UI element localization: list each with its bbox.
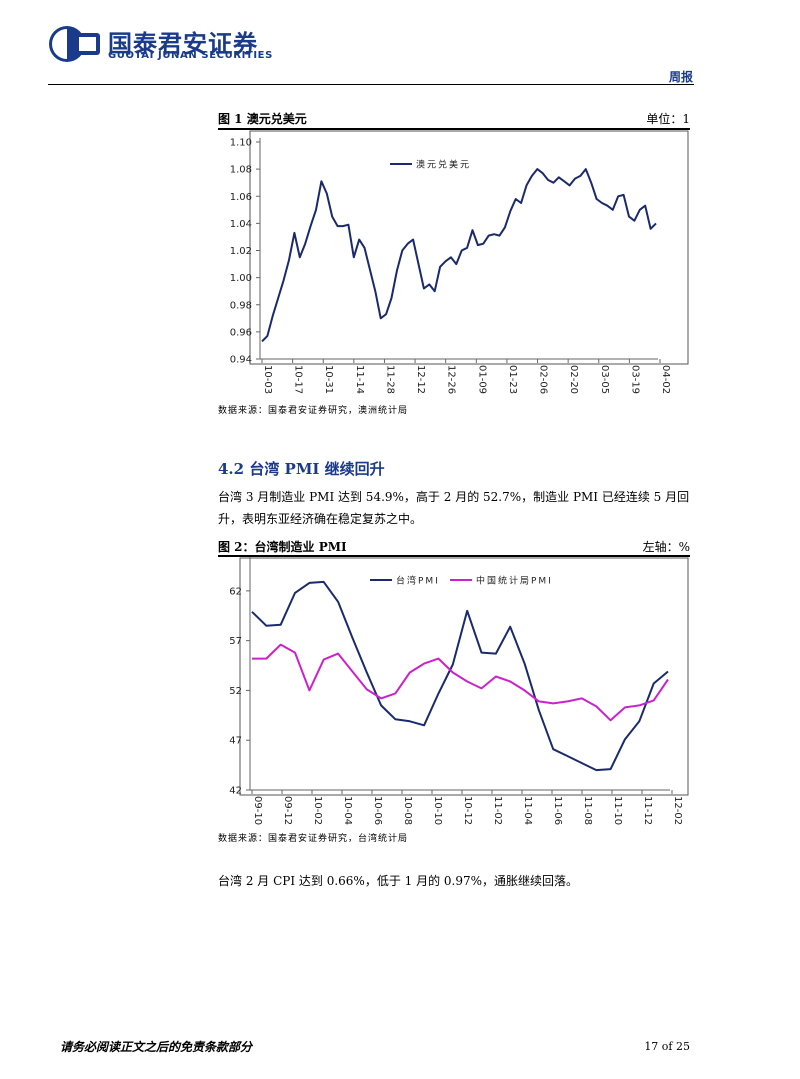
chart-frame: [249, 130, 689, 365]
y-tick-label: 57: [229, 636, 242, 647]
x-tick-label: 10-31: [323, 365, 334, 394]
x-tick-label: 09-10: [252, 796, 263, 825]
y-tick-label: 52: [229, 686, 242, 697]
disclaimer-note: 请务必阅读正文之后的免责条款部分: [60, 1040, 253, 1054]
x-tick-label: 12-12: [415, 365, 426, 394]
y-tick-label: 1.06: [230, 192, 252, 203]
y-tick-label: 1.02: [230, 246, 252, 257]
x-tick-label: 10-12: [462, 796, 473, 825]
x-tick-label: 10-08: [402, 796, 413, 825]
figure2-chart: 42 47 52 57 62 09-10 09-12 10-02 10-04 10-06 10-08…: [229, 557, 689, 825]
x-tick-label: 01-09: [476, 365, 487, 394]
legend-label: 台湾PMI: [396, 575, 440, 587]
brand-name-cn: 国泰君安证券: [108, 30, 258, 58]
section-paragraph: 台湾 3 月制造业 PMI 达到 54.9%，高于 2 月的 52.7%，制造业…: [218, 490, 690, 526]
x-tick-label: 10-06: [372, 796, 383, 825]
x-tick-label: 02-06: [538, 365, 549, 394]
figure1-rule: [218, 128, 690, 130]
y-tick-label: 0.94: [230, 355, 252, 366]
x-tick-label: 11-10: [612, 796, 623, 825]
x-tick-label: 10-02: [312, 796, 323, 825]
y-tick-label: 47: [229, 736, 242, 747]
section-title: 4.2 台湾 PMI 继续回升: [218, 460, 385, 478]
chart-frame: [239, 557, 689, 796]
figure1-title: 图 1 澳元兑美元: [218, 112, 307, 126]
x-tick-label: 12-26: [446, 365, 457, 394]
figure2-rule: [218, 555, 690, 557]
x-tick-label: 12-02: [672, 796, 683, 825]
x-tick-label: 03-05: [599, 365, 610, 394]
page-number: 17 of 25: [644, 1040, 690, 1053]
x-tick-label: 09-12: [282, 796, 293, 825]
y-tick-label: 1.00: [230, 273, 252, 284]
x-tick-label: 02-20: [568, 365, 579, 394]
y-tick-label: 62: [229, 586, 242, 597]
cpi-paragraph: 台湾 2 月 CPI 达到 0.66%，低于 1 月的 0.97%，通胀继续回落…: [218, 874, 579, 888]
company-logo: [49, 26, 100, 62]
x-tick-label: 11-12: [642, 796, 653, 825]
x-tick-label: 11-02: [492, 796, 503, 825]
report-type-label: 周报: [668, 70, 693, 84]
x-tick-label: 01-23: [507, 365, 518, 394]
x-tick-label: 10-04: [342, 796, 353, 825]
x-tick-label: 11-08: [582, 796, 593, 825]
header-divider: [48, 84, 694, 85]
x-tick-label: 11-28: [384, 365, 395, 394]
y-tick-label: 1.04: [230, 219, 252, 230]
series-line: [252, 643, 669, 722]
x-tick-label: 10-10: [432, 796, 443, 825]
x-tick-label: 11-04: [522, 796, 533, 825]
legend-label: 澳元兑美元: [416, 159, 471, 171]
figure2-unit: 左轴：%: [642, 540, 690, 554]
x-tick-label: 03-19: [629, 365, 640, 394]
y-tick-label: 0.96: [230, 327, 252, 338]
brand-name-en: GUOTAI JUNAN SECURITIES: [108, 50, 273, 61]
x-tick-label: 11-14: [354, 365, 365, 394]
y-tick-label: 1.08: [230, 165, 252, 176]
y-tick-label: 42: [229, 786, 242, 797]
x-tick-label: 10-17: [293, 365, 304, 394]
x-tick-label: 04-02: [660, 365, 671, 394]
figure2-source: 数据来源：国泰君安证券研究，台湾统计局: [218, 834, 409, 844]
x-tick-label: 11-06: [552, 796, 563, 825]
figure1-chart: 0.94 0.96 0.98 1.00 1.02 1.04 1.06 1.08 1.10 10-0…: [230, 130, 689, 394]
figure1-unit: 单位：1: [646, 112, 690, 126]
y-tick-label: 0.98: [230, 300, 252, 311]
figure1-source: 数据来源：国泰君安证券研究，澳洲统计局: [218, 406, 409, 416]
figure2-title: 图 2：台湾制造业 PMI: [218, 540, 347, 554]
x-tick-label: 10-03: [262, 365, 273, 394]
legend-label: 中国统计局PMI: [476, 575, 553, 587]
y-tick-label: 1.10: [230, 138, 252, 149]
series-line: [251, 580, 669, 772]
series-line: [261, 168, 657, 343]
